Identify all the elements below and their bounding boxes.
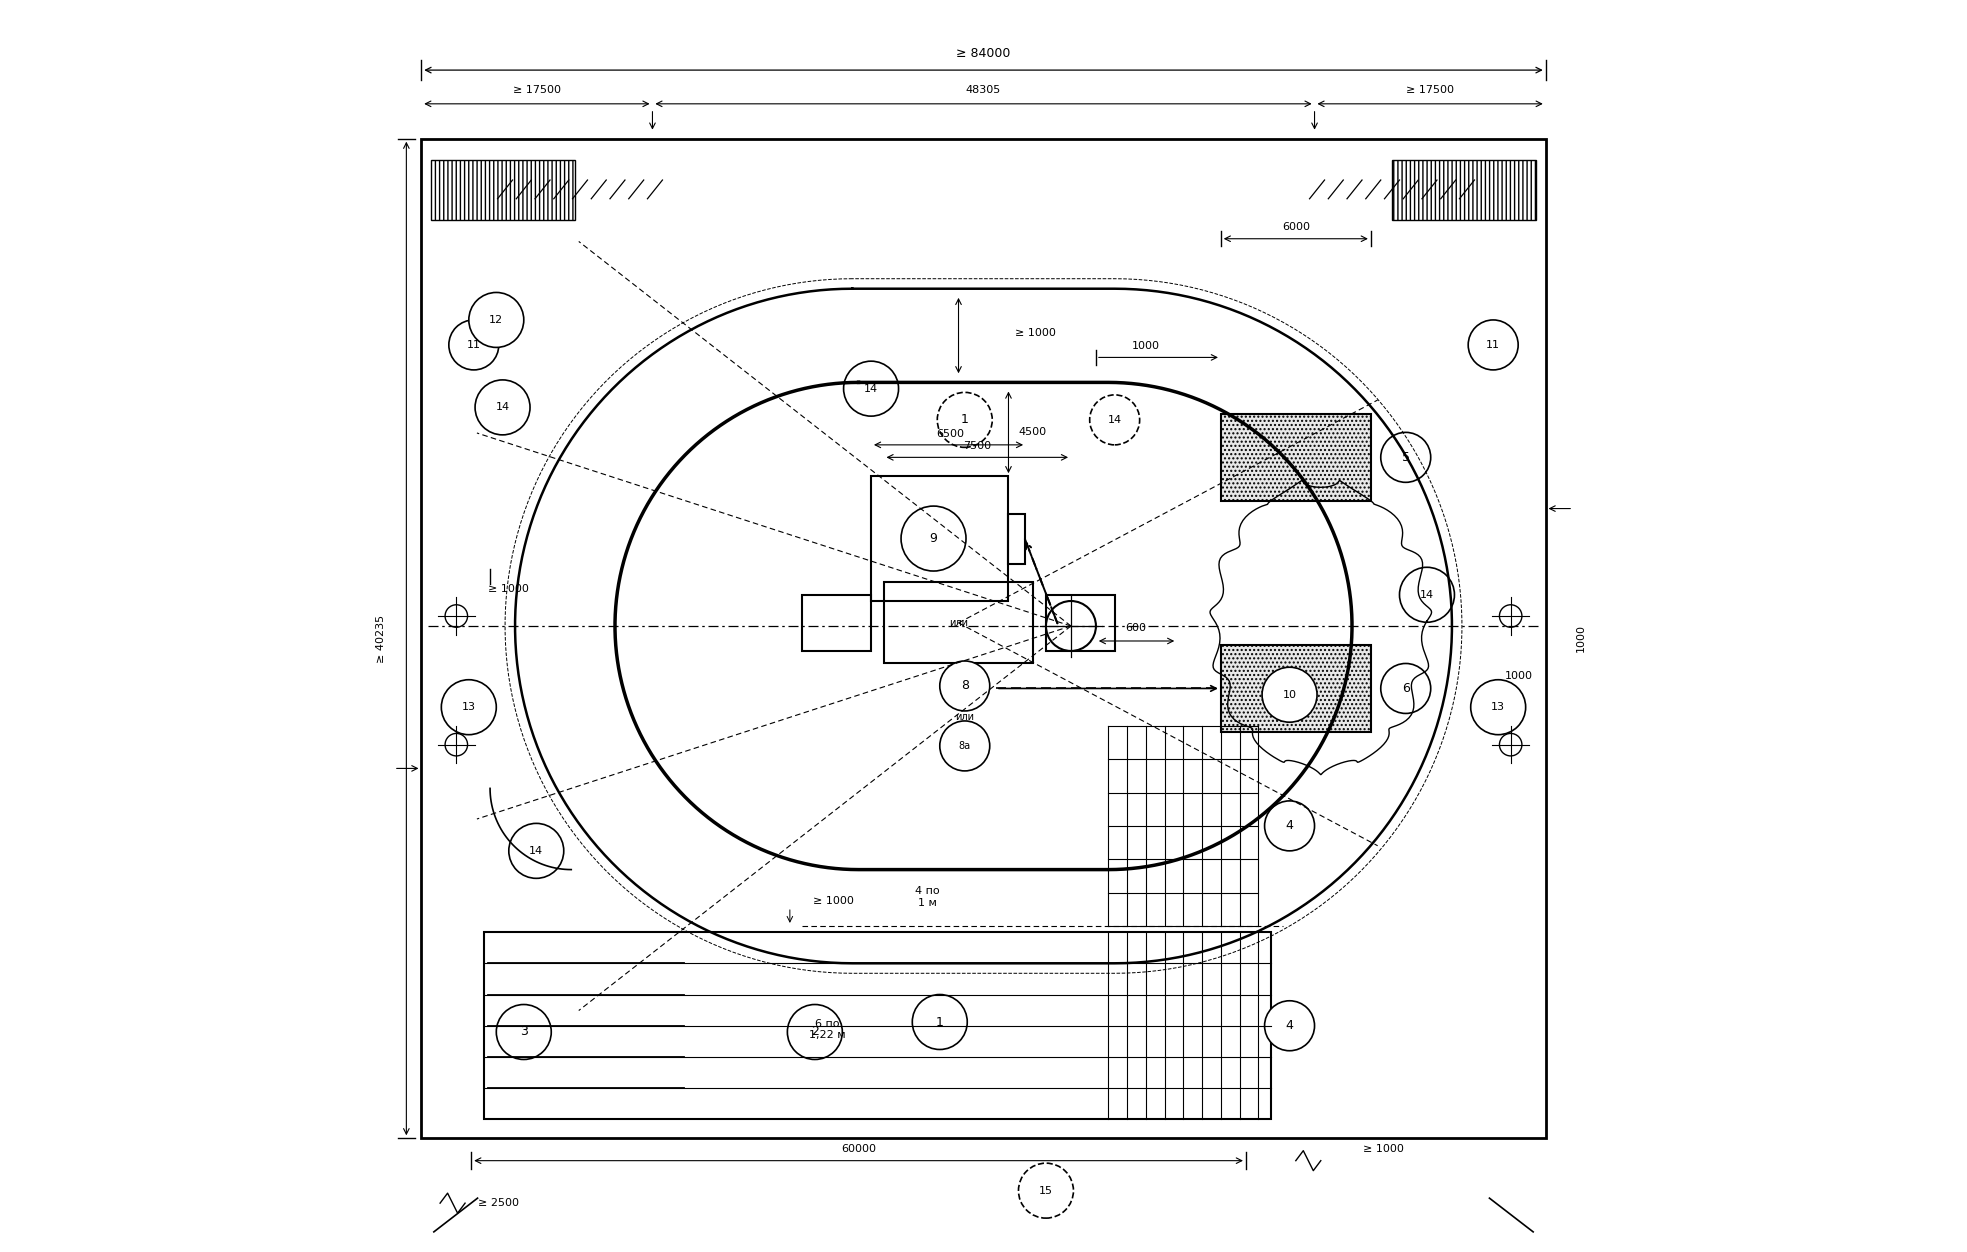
Text: ≥ 17500: ≥ 17500: [513, 85, 561, 95]
Text: 14: 14: [1107, 414, 1121, 424]
Circle shape: [844, 361, 899, 416]
Bar: [1222, 413, 1371, 501]
Text: 11: 11: [466, 341, 480, 349]
Text: 1: 1: [960, 413, 968, 427]
Text: ≥ 17500: ≥ 17500: [1406, 85, 1454, 95]
Text: ≥ 1000: ≥ 1000: [1363, 1144, 1404, 1154]
Circle shape: [476, 379, 529, 434]
Bar: [1393, 160, 1536, 220]
Text: ≥ 2500: ≥ 2500: [478, 1198, 519, 1208]
Text: 12: 12: [490, 316, 504, 326]
Text: 5: 5: [1402, 451, 1410, 463]
Circle shape: [1381, 664, 1430, 714]
Text: или: или: [948, 618, 968, 627]
Text: 14: 14: [529, 846, 543, 856]
Text: 2: 2: [810, 1025, 818, 1038]
Text: ≥ 1000: ≥ 1000: [488, 583, 529, 593]
Text: 4 по
1 м: 4 по 1 м: [915, 886, 940, 908]
Circle shape: [940, 721, 989, 771]
Text: 4500: 4500: [1019, 427, 1046, 437]
Circle shape: [1263, 667, 1318, 722]
Text: 7500: 7500: [964, 441, 991, 451]
Circle shape: [441, 680, 496, 735]
Text: ≥ 1000: ≥ 1000: [812, 896, 854, 906]
Text: 11: 11: [1487, 341, 1501, 349]
Text: 13: 13: [462, 702, 476, 712]
Bar: [484, 931, 1271, 1119]
Circle shape: [448, 321, 500, 369]
Text: ≥ 84000: ≥ 84000: [956, 48, 1011, 60]
Text: 4: 4: [1286, 1019, 1294, 1032]
Bar: [871, 476, 1009, 601]
Circle shape: [1019, 1163, 1074, 1218]
Text: ≥ 1000: ≥ 1000: [1015, 328, 1056, 338]
Circle shape: [913, 994, 968, 1049]
Text: 600: 600: [1125, 623, 1147, 634]
Circle shape: [1399, 567, 1454, 622]
Text: 14: 14: [496, 402, 509, 412]
Circle shape: [1471, 680, 1526, 735]
Circle shape: [787, 1004, 842, 1059]
Text: 13: 13: [1491, 702, 1505, 712]
Text: 1: 1: [936, 1015, 944, 1028]
Circle shape: [1381, 432, 1430, 482]
Text: 10: 10: [1282, 690, 1296, 700]
Text: 6000: 6000: [1282, 223, 1310, 233]
Text: 1000: 1000: [1505, 671, 1532, 681]
Text: 3: 3: [519, 1025, 527, 1038]
Text: или: или: [956, 712, 974, 722]
Text: 8: 8: [960, 680, 970, 692]
Circle shape: [940, 661, 989, 711]
Text: 6500: 6500: [936, 428, 964, 438]
Text: 8а: 8а: [958, 741, 972, 751]
Text: 14: 14: [1420, 590, 1434, 600]
Circle shape: [468, 293, 523, 347]
Text: 6 по
1,22 м: 6 по 1,22 м: [808, 1019, 846, 1040]
Circle shape: [901, 506, 966, 571]
Circle shape: [1467, 321, 1519, 369]
Circle shape: [1265, 1000, 1314, 1050]
Text: 4: 4: [1286, 819, 1294, 833]
Circle shape: [1265, 801, 1314, 851]
Bar: [421, 139, 1546, 1138]
Circle shape: [496, 1004, 551, 1059]
Bar: [1009, 513, 1025, 563]
Text: 6: 6: [1402, 682, 1410, 695]
Text: 1000: 1000: [1576, 625, 1585, 652]
Circle shape: [1090, 394, 1139, 444]
Text: 15: 15: [1039, 1186, 1052, 1196]
Bar: [1222, 645, 1371, 732]
Text: 1000: 1000: [1131, 342, 1161, 351]
Text: 9: 9: [930, 532, 938, 545]
Text: ≥ 40235: ≥ 40235: [376, 615, 386, 662]
Bar: [803, 595, 871, 651]
Text: 48305: 48305: [966, 85, 1001, 95]
Text: 60000: 60000: [842, 1144, 875, 1154]
Circle shape: [938, 392, 991, 447]
Text: 14: 14: [864, 383, 877, 393]
Circle shape: [509, 824, 565, 879]
Bar: [431, 160, 574, 220]
Bar: [1046, 595, 1115, 651]
Bar: [883, 582, 1033, 664]
